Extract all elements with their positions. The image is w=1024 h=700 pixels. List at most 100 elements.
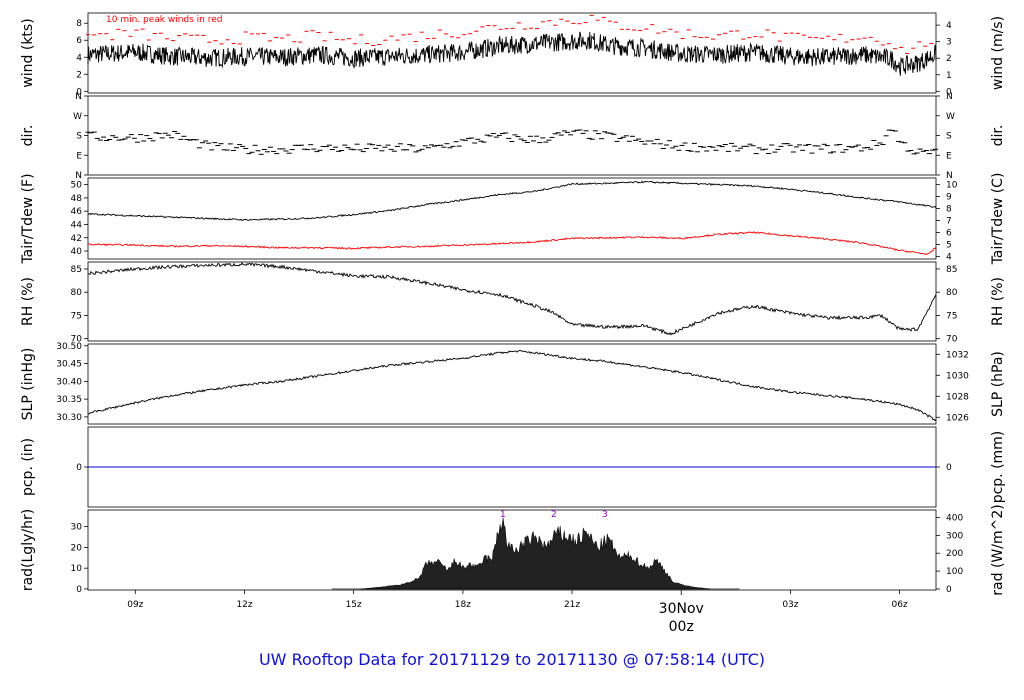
right-tick-label-rh: 85	[946, 265, 957, 275]
right-tick-label-dir: S	[946, 132, 952, 142]
right-tick-label-pcp: 0	[946, 463, 952, 473]
rad-marker-2: 2	[551, 510, 557, 520]
left-tick-label-dir: S	[76, 132, 82, 142]
panel-frame-rh	[87, 261, 937, 342]
series-slp-0	[87, 349, 937, 422]
right-tick-label-rad: 400	[946, 513, 963, 523]
left-tick-label-rh: 70	[71, 335, 83, 345]
left-tick-label-slp: 30.40	[56, 377, 82, 387]
left-tick-label-rh: 80	[71, 288, 83, 298]
left-axis-label-wind: wind (kts)	[20, 18, 36, 87]
right-axis-label-temp: Tair/Tdew (C)	[990, 173, 1006, 266]
right-tick-label-rad: 0	[946, 585, 952, 595]
series-wind-peak	[86, 14, 934, 54]
left-tick-label-rad: 20	[71, 543, 83, 553]
time-tick-label-06z: 06z	[892, 600, 908, 610]
time-tick-label-15z: 15z	[346, 600, 362, 610]
left-tick-label-dir: N	[75, 171, 82, 181]
series-wind-0	[87, 31, 937, 76]
left-tick-label-wind: 0	[76, 87, 82, 97]
left-tick-label-rh: 75	[71, 311, 82, 321]
left-tick-label-dir: N	[75, 92, 82, 102]
left-tick-label-temp: 46	[71, 207, 83, 217]
right-tick-label-temp: 9	[946, 193, 952, 203]
left-tick-label-rh: 85	[71, 265, 82, 275]
right-tick-label-wind: 4	[946, 21, 952, 31]
right-tick-label-slp: 1032	[946, 350, 969, 360]
time-tick-label-18z: 18z	[455, 600, 471, 610]
day-marker-time: 00z	[669, 619, 694, 635]
left-tick-label-temp: 44	[71, 220, 83, 230]
left-tick-label-rad: 0	[76, 585, 82, 595]
rad-marker-3: 3	[602, 510, 608, 520]
right-tick-label-temp: 10	[946, 181, 958, 191]
left-tick-label-wind: 6	[76, 36, 82, 46]
right-tick-label-dir: N	[946, 92, 953, 102]
series-rad-0	[360, 517, 711, 590]
right-tick-label-dir: N	[946, 171, 953, 181]
right-tick-label-temp: 8	[946, 205, 952, 215]
series-temp-0	[87, 180, 937, 221]
right-tick-label-rh: 75	[946, 311, 957, 321]
left-tick-label-wind: 4	[76, 53, 82, 63]
panel-frame-rad	[87, 509, 937, 591]
series-dir-0	[85, 129, 939, 155]
right-tick-label-slp: 1028	[946, 392, 969, 402]
right-tick-label-slp: 1030	[946, 371, 969, 381]
left-tick-label-slp: 30.50	[56, 342, 82, 352]
right-tick-label-slp: 1026	[946, 413, 969, 423]
right-axis-label-pcp: pcp. (mm)	[990, 431, 1006, 504]
panel-annotation: 10 min. peak winds in red	[106, 15, 223, 25]
right-tick-label-dir: E	[946, 151, 952, 161]
left-tick-label-temp: 42	[71, 234, 82, 244]
left-tick-label-dir: W	[73, 112, 82, 122]
left-tick-label-slp: 30.35	[56, 395, 82, 405]
left-tick-label-rad: 30	[71, 523, 83, 533]
right-axis-label-rh: RH (%)	[990, 277, 1006, 326]
left-axis-label-slp: SLP (inHg)	[20, 348, 36, 421]
panel-frame-dir	[87, 95, 937, 176]
right-tick-label-wind: 0	[946, 87, 952, 97]
right-tick-label-rh: 80	[946, 288, 958, 298]
left-tick-label-rad: 10	[71, 564, 83, 574]
panel-frame-temp	[87, 177, 937, 260]
right-tick-label-temp: 5	[946, 240, 952, 250]
right-tick-label-wind: 2	[946, 54, 952, 64]
time-tick-label-03z: 03z	[782, 600, 798, 610]
left-tick-label-wind: 8	[76, 19, 82, 29]
right-tick-label-rad: 300	[946, 531, 963, 541]
left-tick-label-temp: 48	[71, 194, 83, 204]
right-tick-label-rad: 200	[946, 549, 963, 559]
series-temp-1	[87, 231, 937, 256]
left-axis-label-rad: rad(Lgly/hr)	[20, 509, 36, 591]
time-tick-label-21z: 21z	[564, 600, 580, 610]
time-tick-label-09z: 09z	[127, 600, 143, 610]
right-axis-label-rad: rad (W/m^2)	[990, 504, 1006, 595]
chart-title: UW Rooftop Data for 20171129 to 20171130…	[258, 650, 766, 669]
right-tick-label-temp: 4	[946, 252, 952, 262]
left-axis-label-pcp: pcp. (in)	[20, 438, 36, 496]
left-tick-label-wind: 2	[76, 70, 82, 80]
right-tick-label-dir: W	[946, 112, 955, 122]
left-axis-label-temp: Tair/Tdew (F)	[20, 173, 36, 264]
right-tick-label-rad: 100	[946, 567, 963, 577]
left-tick-label-slp: 30.45	[56, 360, 82, 370]
day-marker-date: 30Nov	[659, 601, 704, 617]
right-tick-label-wind: 3	[946, 38, 952, 48]
right-axis-label-slp: SLP (hPa)	[990, 351, 1006, 417]
right-axis-label-wind: wind (m/s)	[990, 16, 1006, 90]
left-axis-label-dir: dir.	[20, 125, 36, 147]
series-rh-0	[87, 261, 937, 336]
left-tick-label-temp: 40	[71, 247, 83, 257]
panel-frame-slp	[87, 343, 937, 425]
left-axis-label-rh: RH (%)	[20, 277, 36, 326]
rad-marker-1: 1	[500, 510, 506, 520]
right-tick-label-temp: 6	[946, 228, 952, 238]
right-tick-label-rh: 70	[946, 335, 958, 345]
right-axis-label-dir: dir.	[990, 125, 1006, 147]
left-tick-label-dir: E	[76, 151, 82, 161]
right-tick-label-temp: 7	[946, 216, 952, 226]
left-tick-label-pcp: 0	[76, 463, 82, 473]
right-tick-label-wind: 1	[946, 71, 952, 81]
